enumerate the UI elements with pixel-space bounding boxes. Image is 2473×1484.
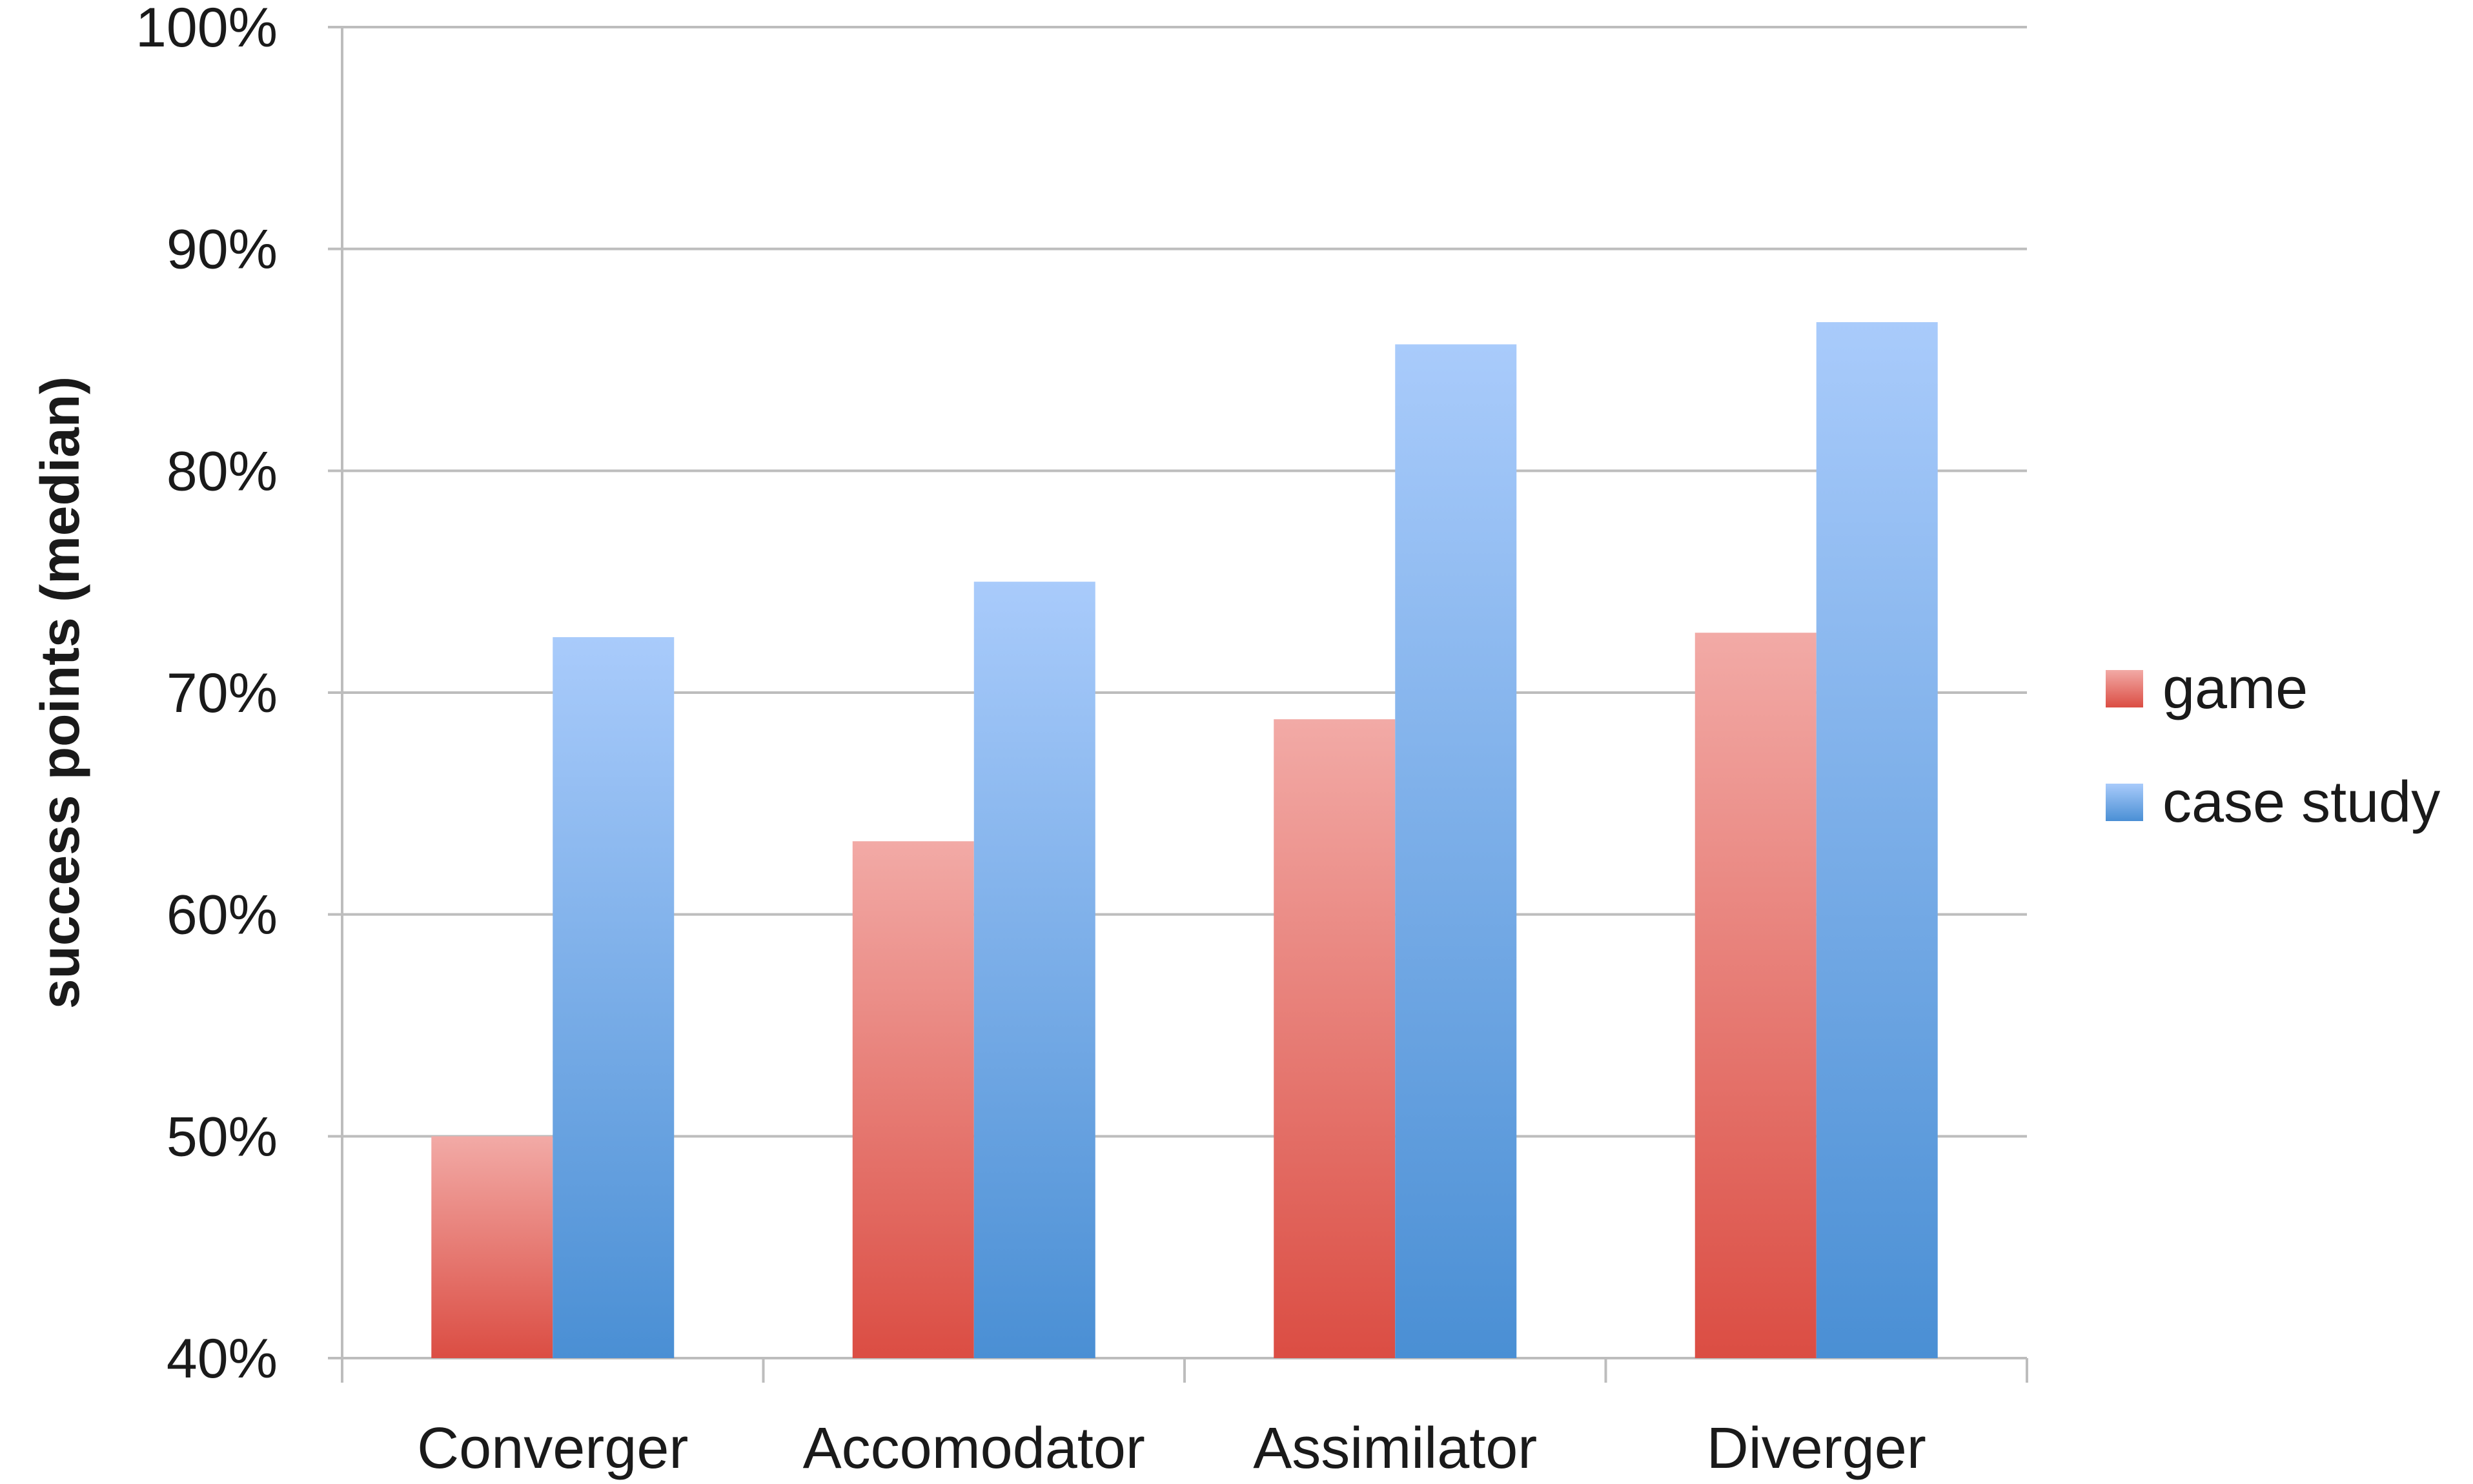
tick-labels: 40% 50% 60% 70% 80% 90% 100% Converger Accomodat… xyxy=(136,0,1926,1481)
bar-game-accomodator xyxy=(852,841,974,1358)
bars xyxy=(431,322,1938,1359)
y-tick-label: 70% xyxy=(167,662,278,724)
bar-case-study-diverger xyxy=(1816,322,1938,1358)
x-tick-label: Assimilator xyxy=(1253,1416,1537,1481)
y-tick-label: 60% xyxy=(167,884,278,946)
legend-swatch-case-study xyxy=(2106,784,2143,821)
bar-case-study-assimilator xyxy=(1395,344,1517,1358)
bar-case-study-accomodator xyxy=(973,582,1095,1358)
y-tick-label: 90% xyxy=(167,219,278,281)
legend-label: case study xyxy=(2163,770,2440,835)
bar-game-converger xyxy=(431,1136,553,1358)
bar-game-diverger xyxy=(1694,633,1817,1359)
legend-swatch-game xyxy=(2106,670,2143,707)
y-tick-label: 50% xyxy=(167,1106,278,1168)
y-axis-title: success points (median) xyxy=(30,376,90,1009)
y-tick-label: 40% xyxy=(167,1328,278,1390)
x-tick-label: Accomodator xyxy=(803,1416,1145,1481)
legend-label: game xyxy=(2163,656,2308,721)
x-tick-label: Converger xyxy=(417,1416,688,1481)
bar-game-assimilator xyxy=(1274,719,1396,1358)
y-tick-label: 100% xyxy=(136,0,278,59)
bar-case-study-converger xyxy=(553,637,675,1359)
legend: game case study xyxy=(2106,656,2440,835)
x-tick-label: Diverger xyxy=(1707,1416,1926,1481)
y-tick-label: 80% xyxy=(167,440,278,502)
